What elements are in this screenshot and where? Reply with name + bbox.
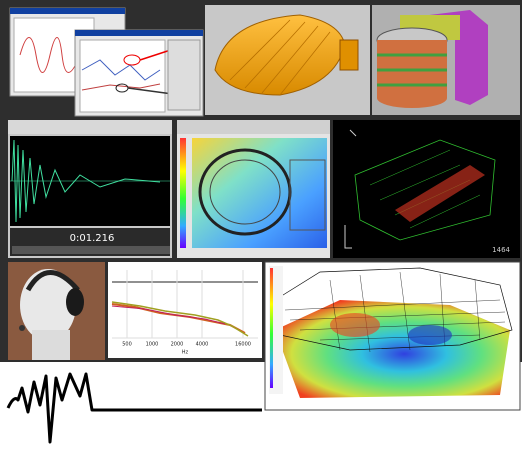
waveform-editor: 0:01.216	[8, 120, 172, 258]
dome-model	[205, 5, 370, 115]
response-plot: 500 1000 2000 4000 16000 Hz	[108, 262, 262, 358]
software-windows	[9, 7, 204, 117]
x-tick-label: 4000	[196, 342, 209, 348]
logo-area	[0, 362, 265, 450]
timecode: 0:01.216	[70, 233, 115, 244]
wireframe-model: 1464	[333, 120, 520, 258]
acoustic-map	[264, 261, 521, 411]
x-tick-label: 2000	[171, 342, 184, 348]
x-tick-label: 1000	[146, 342, 159, 348]
head-photo	[8, 262, 105, 360]
x-unit: Hz	[182, 350, 189, 356]
counter: 1464	[492, 246, 510, 254]
heatmap-window	[177, 120, 330, 258]
cylinder-model	[372, 5, 520, 115]
x-tick-label: 500	[122, 342, 132, 348]
x-tick-label: 16000	[235, 342, 251, 348]
logo	[6, 372, 262, 444]
